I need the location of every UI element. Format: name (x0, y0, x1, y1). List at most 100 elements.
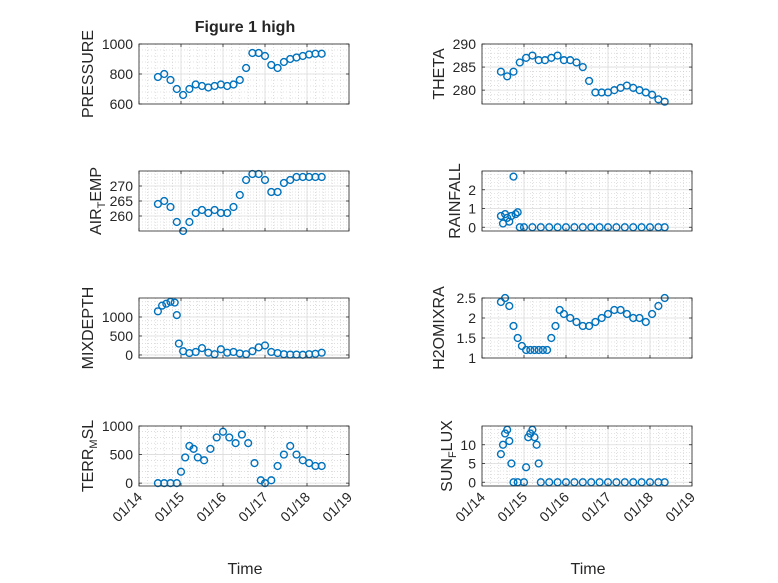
data-point (153, 199, 163, 209)
data-point (286, 175, 295, 185)
data-point (235, 75, 244, 85)
y-tick-label: 280 (453, 82, 477, 98)
data-point (597, 313, 606, 323)
data-point (162, 299, 171, 308)
data-point (622, 309, 632, 319)
subplot-terr_msl: 0 500 1000 01/14 01/15 01/16 01/17 01/18 01/19 TE… (80, 418, 355, 525)
y-tick-label: 0 (468, 219, 476, 235)
data-point (174, 339, 184, 348)
data-point (223, 208, 232, 218)
data-point (538, 345, 548, 355)
data-point (616, 305, 625, 315)
axes-box (138, 425, 350, 487)
y-tick-label: 2 (468, 182, 476, 198)
data-point (229, 80, 238, 89)
data-point (267, 476, 276, 485)
x-tick-label: 01/15 (494, 489, 530, 525)
data-point (515, 58, 524, 67)
data-point (197, 205, 207, 215)
data-point (181, 453, 190, 462)
y-tick-label: 500 (110, 447, 134, 463)
y-axis-label-main: AIR (88, 208, 105, 235)
data-point (584, 76, 594, 86)
data-point (591, 317, 600, 327)
subplot-theta: 280 285 290 THETA (431, 36, 693, 106)
data-point (160, 196, 169, 206)
y-tick-label: 600 (110, 96, 134, 112)
x-axis-label-right: Time (571, 561, 606, 578)
y-axis-label-main: H2OMIXRA (431, 286, 448, 370)
y-axis-label-subscript: T (96, 201, 108, 208)
data-point (231, 439, 240, 448)
data-point (559, 309, 569, 319)
data-point (166, 202, 175, 212)
data-point (242, 63, 251, 73)
data-point (273, 187, 282, 197)
data-point (216, 345, 226, 354)
data-point (521, 345, 531, 355)
data-point (237, 430, 247, 439)
data-point (189, 444, 198, 453)
x-tick-label: 01/17 (235, 489, 271, 525)
y-axis-label-subscript: M (88, 439, 100, 448)
x-tick-label: 01/16 (536, 489, 572, 525)
y-axis-label: RAINFALL (447, 163, 464, 239)
y-tick-label: 1000 (102, 36, 133, 52)
y-tick-label: 1 (468, 350, 476, 366)
y-axis-label-main: SUN (439, 458, 456, 492)
data-point (242, 175, 251, 185)
y-tick-label: 500 (110, 328, 134, 344)
axes-box (138, 297, 350, 359)
data-point (530, 345, 539, 355)
data-point (244, 439, 253, 448)
data-point (172, 310, 181, 320)
data-point (170, 298, 179, 307)
y-tick-label: 1000 (102, 418, 133, 434)
data-point (273, 63, 282, 73)
y-axis-label: SUNFLUX (439, 420, 459, 492)
data-point (641, 317, 650, 327)
x-tick-label: 01/15 (151, 489, 187, 525)
data-point (566, 313, 575, 323)
data-point (317, 348, 326, 357)
data-point (250, 459, 259, 468)
data-point (267, 60, 276, 70)
data-point (513, 208, 522, 217)
data-point (279, 178, 289, 188)
axes-background (139, 298, 349, 358)
data-point (496, 450, 506, 459)
data-point (260, 175, 270, 185)
data-point (286, 441, 295, 451)
y-tick-label: 290 (453, 36, 477, 52)
data-point (153, 72, 163, 82)
data-point (235, 190, 244, 200)
data-point (260, 341, 270, 350)
x-tick-label: 01/19 (319, 489, 355, 525)
data-point (248, 347, 257, 356)
data-point (547, 333, 556, 343)
y-tick-label: 2.5 (457, 290, 477, 306)
data-point (172, 84, 181, 94)
y-tick-label: 0 (125, 347, 133, 363)
y-tick-label: 260 (110, 208, 134, 224)
y-tick-label: 1.5 (457, 330, 477, 346)
y-axis-label-main: RAINFALL (447, 163, 464, 239)
x-tick-label: 01/14 (109, 489, 145, 525)
data-point (200, 456, 209, 465)
data-point (172, 479, 181, 488)
data-point (511, 210, 520, 219)
data-point (509, 321, 518, 331)
data-point (292, 450, 301, 459)
axes-background (482, 44, 692, 104)
y-tick-label: 1000 (102, 309, 133, 325)
y-axis-label-main: THETA (431, 48, 448, 100)
y-tick-label: 2 (468, 310, 476, 326)
data-point (534, 459, 543, 468)
subplot-sun_flux: 0 5 10 01/14 01/15 01/16 01/17 01/18 01/19 SUNFLU… (439, 420, 698, 525)
axes-background (139, 426, 349, 486)
data-point (509, 172, 518, 181)
data-point (660, 97, 669, 106)
